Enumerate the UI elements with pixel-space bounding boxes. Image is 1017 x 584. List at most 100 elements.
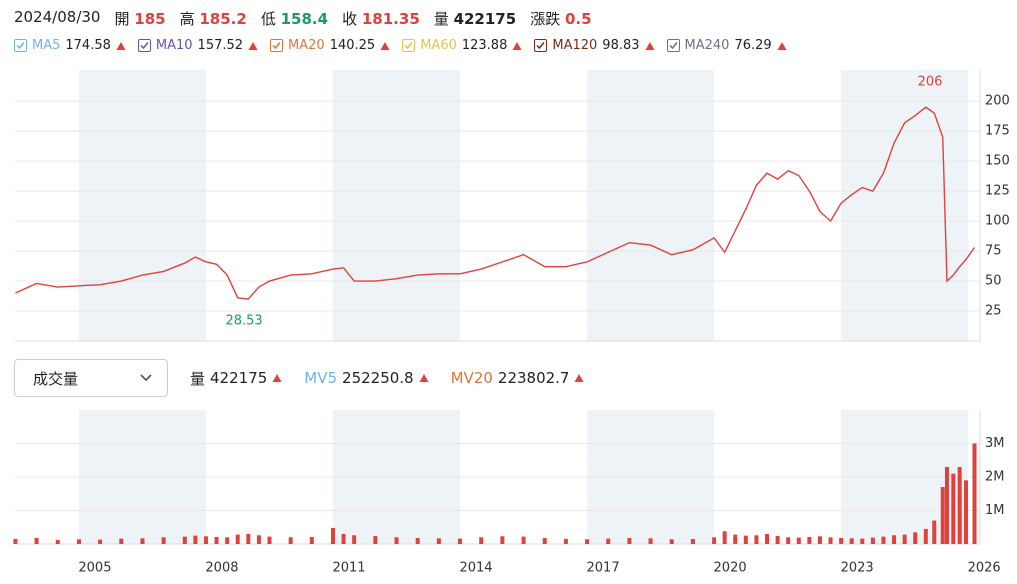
x-tick-label: 2026 <box>968 561 1001 576</box>
volume-bar <box>881 536 886 544</box>
indicator-selector[interactable]: 成交量 <box>14 359 168 397</box>
volume-bar <box>913 532 918 544</box>
checkbox[interactable] <box>534 39 548 52</box>
volume-bar <box>870 537 875 544</box>
quote-bar: 2024/08/30 開 185 高 185.2 低 158.4 收 181.35 量 … <box>14 8 592 29</box>
volume-indicator-value: 223802.7 <box>497 369 570 387</box>
checkbox[interactable] <box>402 39 416 52</box>
volume-bar <box>76 539 81 544</box>
volume-bar <box>807 536 812 544</box>
checkbox[interactable] <box>137 39 151 52</box>
volume-bar <box>606 538 611 544</box>
volume-bar <box>690 538 695 544</box>
indicator-name: MA20 <box>288 38 325 53</box>
up-arrow <box>272 374 282 382</box>
checkbox-check <box>140 42 149 50</box>
checkbox-box <box>666 39 680 52</box>
checkbox[interactable] <box>270 39 284 52</box>
x-tick-label: 2011 <box>332 561 365 576</box>
up-arrow <box>574 374 584 382</box>
indicator-item[interactable]: MA10 157.52 <box>137 38 258 53</box>
volume-bar <box>817 536 822 544</box>
up-arrow <box>419 374 429 382</box>
extreme-label: 206 <box>918 74 943 89</box>
volume-bar <box>182 536 187 544</box>
arrow-shape <box>574 374 584 382</box>
volume-bar <box>743 535 748 544</box>
volume-bar <box>193 535 198 544</box>
volume-bar <box>932 520 937 544</box>
volume-bar <box>341 533 346 544</box>
quote-item: 量 422175 <box>434 8 516 29</box>
period-shade <box>587 70 715 341</box>
quote-label: 開 <box>114 10 130 28</box>
indicator-name: MA120 <box>552 38 598 53</box>
indicator-item[interactable]: MA20 140.25 <box>270 38 390 53</box>
indicator-value: 174.58 <box>65 38 111 53</box>
volume-indicator-name: MV20 <box>450 369 493 387</box>
volume-bar <box>775 535 780 544</box>
volume-bar <box>214 536 219 544</box>
arrow-shape <box>512 41 522 50</box>
volume-bar <box>267 536 272 544</box>
quote-value: 185.2 <box>199 10 247 28</box>
indicator-item[interactable]: MA5 174.58 <box>14 38 126 53</box>
volume-bar <box>352 535 357 544</box>
volume-indicator-value: 422175 <box>210 369 268 387</box>
quote-item: 漲跌 0.5 <box>530 8 591 29</box>
volume-bar <box>225 537 230 544</box>
arrow-shape <box>116 41 126 50</box>
y-tick-label: 2M <box>985 470 1005 485</box>
quote-value: 185 <box>134 10 166 28</box>
volume-bar <box>944 466 949 544</box>
volume-bar <box>235 534 240 544</box>
volume-bar <box>860 538 865 544</box>
up-arrow <box>380 41 390 50</box>
volume-bar <box>203 536 208 544</box>
volume-bar <box>542 537 547 544</box>
arrow-shape <box>777 41 787 50</box>
indicator-item[interactable]: MA240 76.29 <box>666 38 787 53</box>
quote-date: 2024/08/30 <box>14 8 101 26</box>
volume-bar <box>309 536 314 544</box>
period-shade <box>332 70 461 341</box>
checkbox-check <box>16 42 25 50</box>
arrow-shape <box>645 41 655 50</box>
volume-bar <box>957 466 962 544</box>
checkbox-check <box>668 42 678 50</box>
extreme-label: 28.53 <box>225 313 262 328</box>
volume-bar <box>256 535 261 544</box>
volume-bar <box>458 538 463 544</box>
y-tick-label: 200 <box>985 94 1010 109</box>
indicator-value: 123.88 <box>461 38 508 53</box>
indicator-item[interactable]: MA60 123.88 <box>402 38 522 53</box>
quote-label: 漲跌 <box>530 10 561 28</box>
arrow-shape <box>272 374 282 382</box>
x-tick-label: 2005 <box>78 561 111 576</box>
y-tick-label: 3M <box>985 436 1005 451</box>
checkbox-box <box>14 39 27 52</box>
indicator-name: MA5 <box>32 38 61 53</box>
volume-bar <box>563 538 568 544</box>
x-tick-label: 2023 <box>841 561 874 576</box>
volume-indicator-name: 量 <box>190 369 206 388</box>
volume-bar <box>330 527 335 544</box>
volume-bar <box>521 536 526 544</box>
checkbox[interactable] <box>14 39 27 52</box>
volume-header: 成交量 量 422175 MV5 252250.8 MV20 223802.7 <box>14 359 584 397</box>
volume-bar <box>394 537 399 544</box>
volume-bar <box>373 535 378 544</box>
volume-bar <box>786 537 791 544</box>
y-tick-label: 1M <box>985 503 1005 518</box>
quote-value: 181.35 <box>361 10 420 28</box>
indicator-name: MA60 <box>420 38 457 53</box>
indicator-item[interactable]: MA120 98.83 <box>534 38 655 53</box>
checkbox[interactable] <box>666 39 680 52</box>
volume-bar <box>648 538 653 544</box>
checkbox-box <box>402 39 416 52</box>
up-arrow <box>777 41 787 50</box>
quote-item: 低 158.4 <box>261 8 328 29</box>
volume-indicator-value: 252250.8 <box>342 369 414 387</box>
checkbox-box <box>270 39 284 52</box>
